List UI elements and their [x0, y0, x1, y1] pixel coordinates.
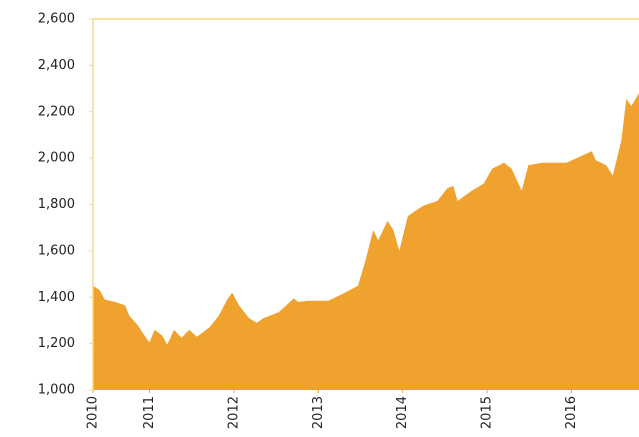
- x-tick-label: 2012: [226, 396, 241, 429]
- y-tick-label: 1,000: [38, 383, 75, 398]
- x-tick-label: 2016: [564, 396, 579, 429]
- y-tick-label: 1,600: [38, 243, 75, 258]
- y-tick-label: 2,200: [38, 104, 75, 119]
- x-tick-label: 2015: [480, 396, 495, 429]
- x-tick-label: 2011: [142, 396, 157, 429]
- y-tick-label: 2,000: [38, 151, 75, 166]
- x-tick-label: 2014: [395, 396, 410, 429]
- x-tick-label: 2013: [311, 396, 326, 429]
- y-tick-label: 1,400: [38, 290, 75, 305]
- area: [93, 93, 639, 390]
- x-tick-label: 2010: [86, 396, 101, 429]
- y-tick-label: 2,600: [38, 12, 75, 27]
- y-tick-label: 1,800: [38, 197, 75, 212]
- y-tick-label: 1,200: [38, 336, 75, 351]
- y-tick-label: 2,400: [38, 58, 75, 73]
